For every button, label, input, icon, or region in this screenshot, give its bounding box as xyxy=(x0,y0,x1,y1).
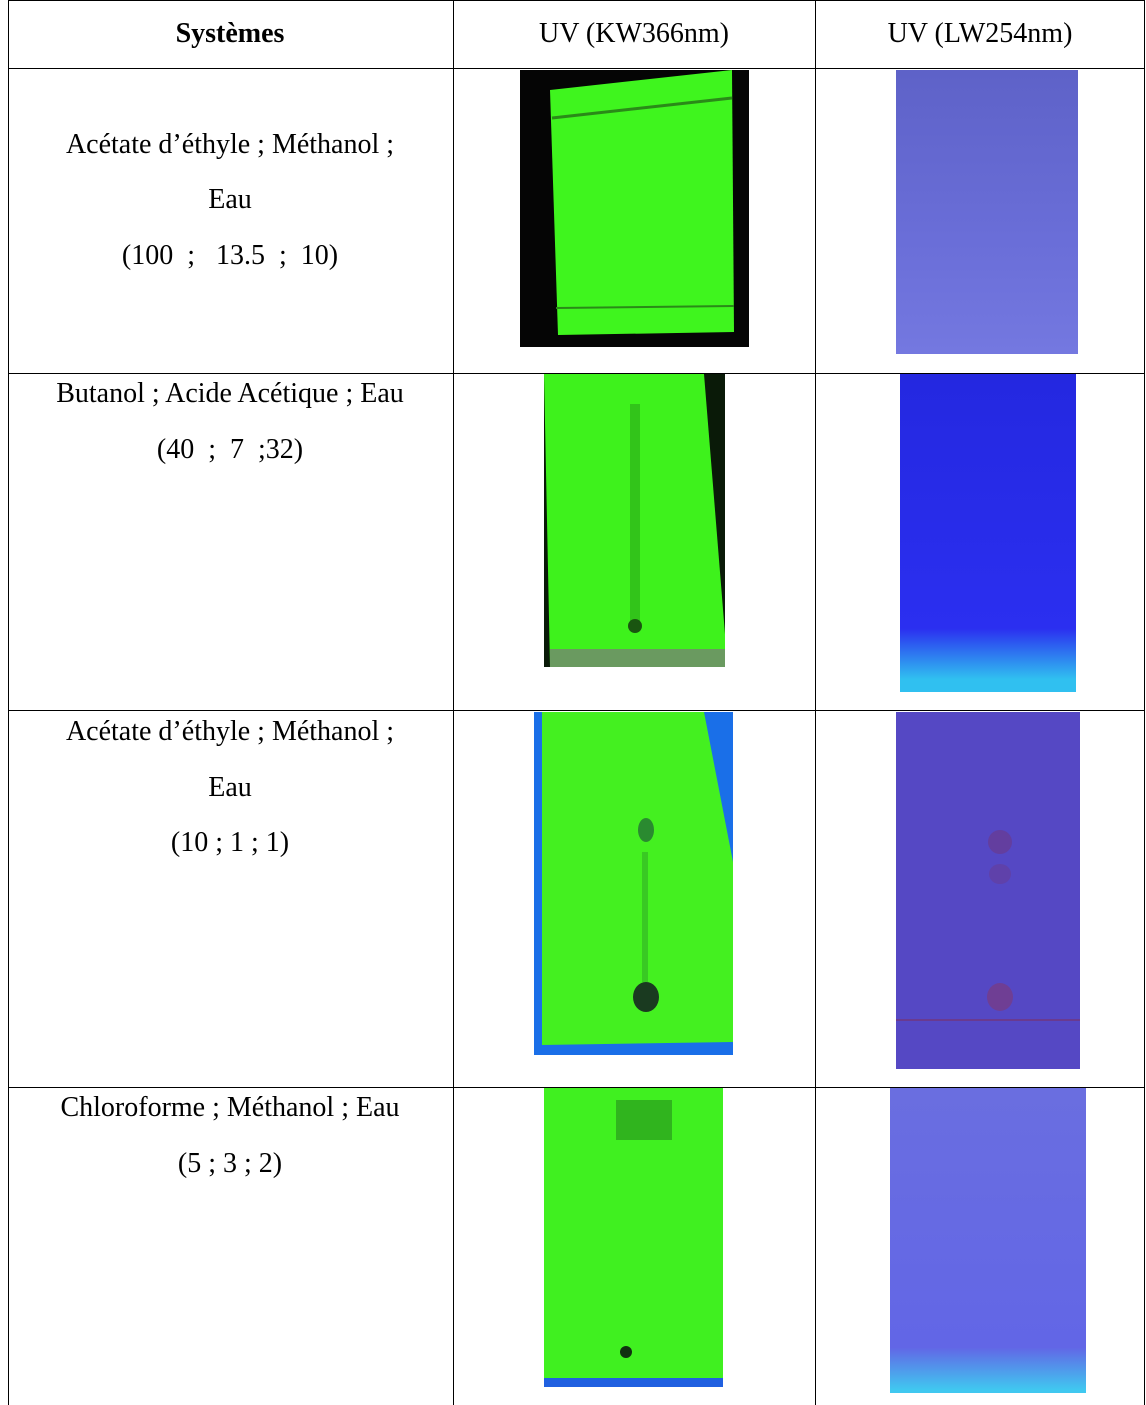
cell-line: Chloroforme ; Méthanol ; Eau xyxy=(60,1092,399,1124)
header-cell: Systèmes xyxy=(176,18,285,50)
rule xyxy=(8,710,1145,711)
tlc-photo xyxy=(544,374,725,667)
cell-line: (100 ; 13.5 ; 10) xyxy=(122,240,338,272)
tlc-photo xyxy=(544,1088,723,1387)
cell-line: (40 ; 7 ;32) xyxy=(157,434,303,466)
header-cell: UV (KW366nm) xyxy=(539,18,729,50)
cell-line: (5 ; 3 ; 2) xyxy=(178,1148,282,1180)
tlc-photo xyxy=(534,712,733,1055)
cell-line: (10 ; 1 ; 1) xyxy=(171,827,289,859)
cell-line: Eau xyxy=(208,184,252,216)
tlc-photo xyxy=(520,70,749,347)
tlc-photo xyxy=(890,1088,1086,1393)
rule xyxy=(8,0,9,1405)
tlc-photo xyxy=(896,712,1080,1069)
page: Systèmes UV (KW366nm) UV (LW254nm) Acéta… xyxy=(0,0,1146,1405)
header-cell: UV (LW254nm) xyxy=(888,18,1073,50)
rule xyxy=(815,0,816,1405)
tlc-photo xyxy=(896,70,1078,354)
rule xyxy=(1144,0,1145,1405)
rule xyxy=(8,0,1145,1)
tlc-photo xyxy=(900,374,1076,692)
rule xyxy=(8,68,1145,69)
cell-line: Butanol ; Acide Acétique ; Eau xyxy=(56,378,404,410)
cell-line: Eau xyxy=(208,772,252,804)
cell-line: Acétate d’éthyle ; Méthanol ; xyxy=(66,716,394,748)
rule xyxy=(453,0,454,1405)
cell-line: Acétate d’éthyle ; Méthanol ; xyxy=(66,129,394,161)
